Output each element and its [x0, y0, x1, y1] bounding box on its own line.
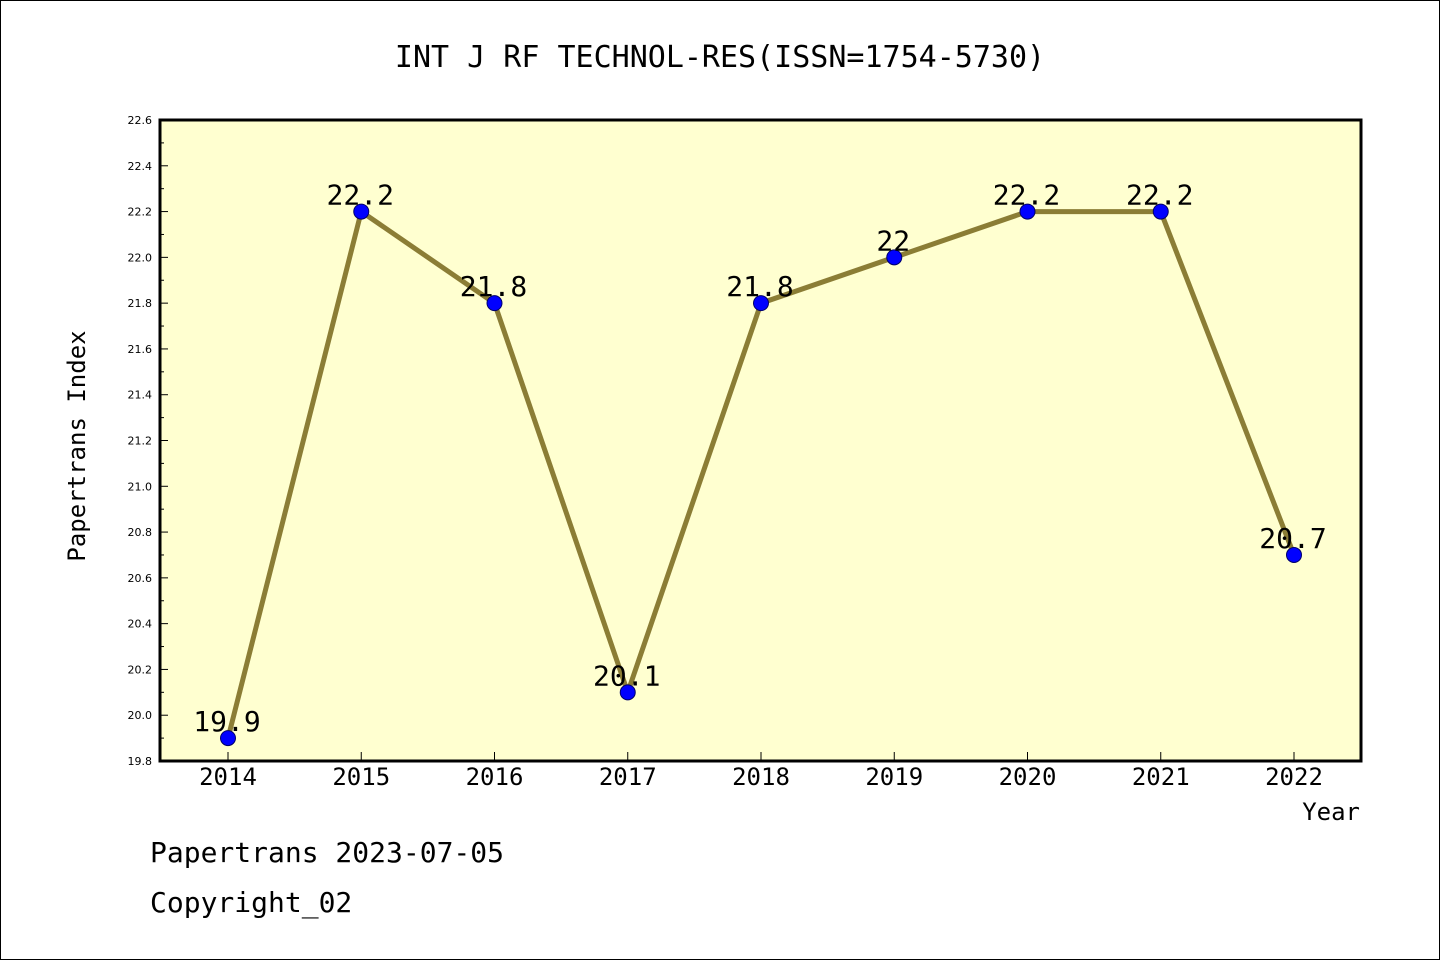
- data-point-marker: [619, 684, 636, 701]
- x-tick-label: 2020: [999, 763, 1057, 791]
- data-label: 21.8: [726, 270, 793, 303]
- data-point-marker: [220, 730, 236, 747]
- data-point-marker: [486, 295, 503, 312]
- data-label: 22.2: [327, 179, 394, 212]
- data-label: 20.1: [593, 659, 660, 692]
- y-tick-label: 20.6: [128, 572, 153, 585]
- data-point-marker: [1152, 203, 1169, 220]
- y-axis-label: Papertrans Index: [63, 330, 91, 561]
- data-point-marker: [753, 295, 769, 312]
- y-tick-label: 21.6: [128, 343, 153, 356]
- y-tick-label: 20.4: [128, 618, 153, 631]
- x-tick-label: 2019: [865, 763, 923, 791]
- y-tick-label: 21.0: [128, 480, 153, 493]
- x-tick-label: 2021: [1132, 763, 1190, 791]
- data-point-marker: [1019, 203, 1036, 220]
- y-tick-label: 20.2: [128, 663, 153, 676]
- data-label: 19.9: [193, 705, 260, 738]
- data-label: 22.2: [993, 179, 1060, 212]
- y-tick-label: 20.0: [128, 709, 153, 722]
- y-tick-label: 22.6: [128, 114, 153, 127]
- x-tick-label: 2017: [599, 763, 657, 791]
- x-tick-label: 2014: [199, 763, 257, 791]
- y-tick-label: 22.4: [128, 160, 153, 173]
- data-point-marker: [886, 249, 903, 266]
- footer-copyright-text: Copyright_02: [150, 886, 353, 919]
- y-tick-label: 21.2: [128, 435, 153, 448]
- data-label: 22.2: [1126, 179, 1193, 212]
- y-tick-label: 22.0: [128, 251, 153, 264]
- data-point-marker: [353, 203, 370, 220]
- data-label: 21.8: [460, 270, 527, 303]
- data-label: 20.7: [1259, 522, 1326, 555]
- y-tick-label: 21.8: [128, 297, 153, 310]
- y-tick-label: 19.8: [128, 755, 153, 768]
- y-tick-label: 21.4: [128, 389, 153, 402]
- x-tick-label: 2016: [466, 763, 524, 791]
- x-axis-label: Year: [1302, 798, 1360, 826]
- x-tick-label: 2015: [332, 763, 390, 791]
- data-point-marker: [1286, 546, 1302, 563]
- chart-title: INT J RF TECHNOL-RES(ISSN=1754-5730): [395, 40, 1045, 75]
- x-tick-label: 2018: [732, 763, 790, 791]
- data-label: 22: [876, 224, 910, 257]
- x-tick-label: 2022: [1265, 763, 1323, 791]
- plot-area: [160, 120, 1361, 761]
- footer-date-text: Papertrans 2023-07-05: [150, 836, 505, 869]
- y-tick-label: 20.8: [128, 526, 153, 539]
- y-tick-label: 22.2: [128, 206, 153, 219]
